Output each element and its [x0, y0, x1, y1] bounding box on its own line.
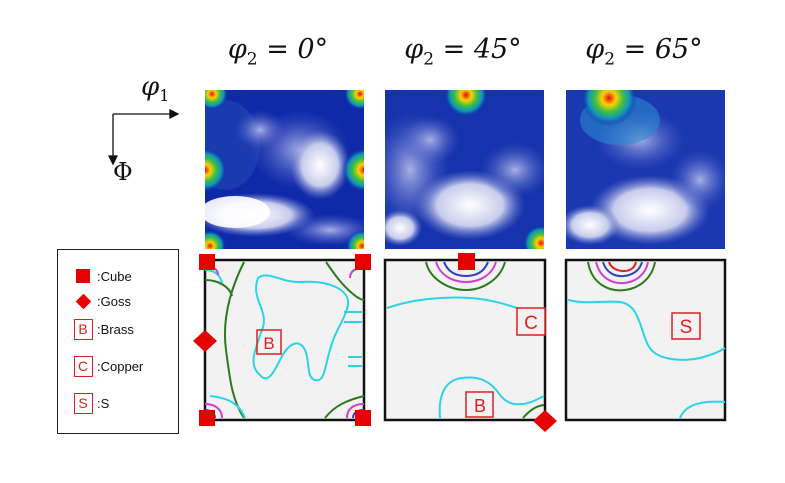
legend-item-copper: C :Copper: [72, 354, 143, 378]
legend-label: :S: [97, 395, 110, 411]
cube-marker: [355, 410, 371, 426]
cube-marker: [199, 410, 215, 426]
copper-marker-letter: C: [524, 313, 538, 334]
axis-arrows: [107, 108, 180, 166]
brass-marker: [465, 391, 494, 418]
cube-marker: [355, 254, 371, 270]
goss-marker: [533, 410, 557, 432]
legend-label: :Goss: [97, 293, 131, 309]
markers-panel-phi2-0: [193, 254, 371, 426]
Phi-arrow-head: [107, 155, 119, 166]
s-marker-letter: S: [680, 317, 693, 338]
copper-marker: [516, 307, 546, 336]
goss-diamond-icon: [72, 290, 94, 312]
copper-box-icon: C: [72, 355, 94, 377]
cube-marker: [199, 254, 215, 270]
legend-item-brass: B :Brass: [72, 317, 134, 341]
contour-panel-phi2-0: [203, 258, 366, 422]
brass-marker: [256, 329, 282, 355]
legend-item-cube: :Cube: [72, 264, 132, 288]
cube-marker: [458, 253, 475, 270]
odf-map-phi2-65: [566, 90, 725, 249]
markers-panel-phi2-65: [671, 312, 701, 340]
markers-panel-phi2-45: [458, 253, 557, 432]
goss-marker: [193, 330, 217, 352]
brass-box-icon: B: [72, 318, 94, 340]
s-marker: [671, 312, 701, 340]
axis-label-phi1: φ1: [141, 72, 170, 106]
legend-label: :Cube: [97, 268, 132, 284]
axis-label-Phi: Φ: [113, 158, 133, 186]
phi1-arrow-head: [169, 108, 180, 120]
brass-marker-letter: B: [474, 396, 486, 416]
title-phi2-0: φ2 = 0°: [227, 34, 329, 70]
legend: :Cube :Goss B :Brass C :Copper S :S: [57, 249, 179, 434]
legend-label: :Copper: [97, 358, 144, 374]
title-phi2-65: φ2 = 65°: [585, 34, 703, 70]
legend-item-goss: :Goss: [72, 289, 131, 313]
legend-item-s: S :S: [72, 391, 109, 415]
legend-label: :Brass: [97, 321, 134, 337]
s-box-icon: S: [72, 392, 94, 414]
contour-panel-phi2-45: [383, 258, 547, 422]
odf-map-phi2-45: [385, 90, 544, 249]
odf-map-phi2-0: [205, 90, 364, 249]
brass-marker-letter: B: [263, 334, 274, 353]
contour-panel-phi2-65: [564, 258, 727, 422]
cube-square-icon: [72, 265, 94, 287]
title-phi2-45: φ2 = 45°: [404, 34, 522, 70]
